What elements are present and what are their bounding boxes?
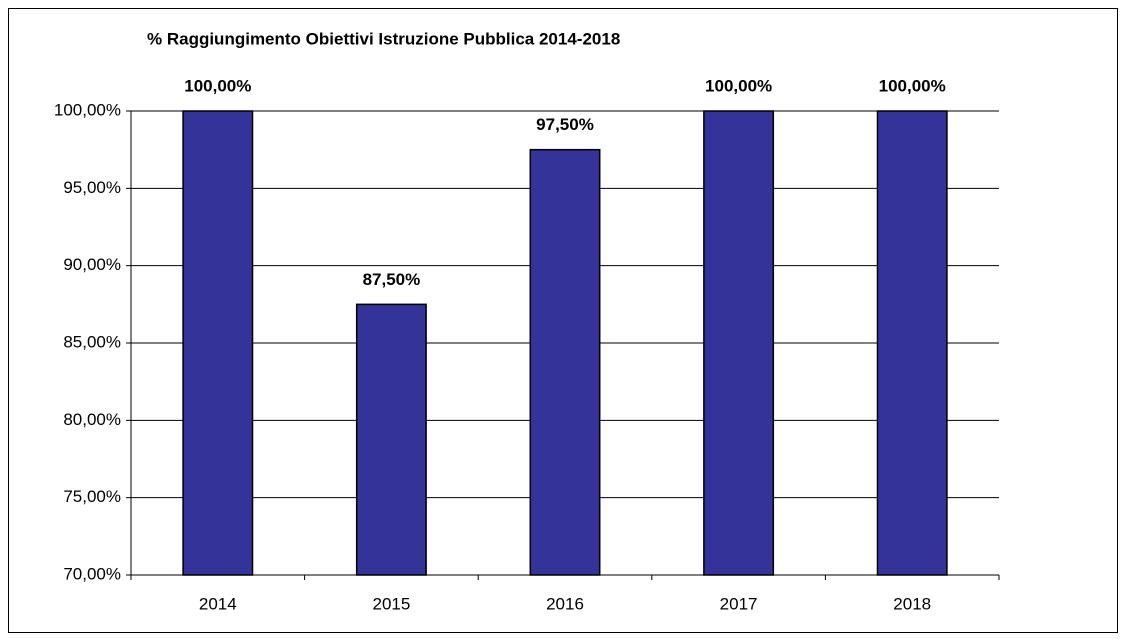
value-label: 100,00%	[184, 76, 251, 95]
y-tick-label: 85,00%	[63, 332, 121, 351]
y-tick-label: 90,00%	[63, 255, 121, 274]
value-label: 97,50%	[536, 115, 594, 134]
y-tick-label: 70,00%	[63, 564, 121, 583]
value-label: 100,00%	[879, 76, 946, 95]
x-tick-label: 2018	[893, 594, 931, 613]
y-tick-label: 100,00%	[54, 100, 121, 119]
bar	[876, 110, 948, 576]
x-tick-label: 2017	[720, 594, 758, 613]
y-tick-label: 75,00%	[63, 487, 121, 506]
value-label: 100,00%	[705, 76, 772, 95]
x-tick-label: 2014	[199, 594, 237, 613]
y-tick-label: 95,00%	[63, 178, 121, 197]
bar	[355, 303, 427, 576]
x-tick-label: 2016	[546, 594, 584, 613]
x-tick-label: 2015	[372, 594, 410, 613]
chart-title: % Raggiungimento Obiettivi Istruzione Pu…	[147, 29, 620, 48]
value-label: 87,50%	[363, 270, 421, 289]
bar	[703, 110, 775, 576]
bar	[529, 148, 601, 576]
bar	[182, 110, 254, 576]
y-tick-label: 80,00%	[63, 410, 121, 429]
